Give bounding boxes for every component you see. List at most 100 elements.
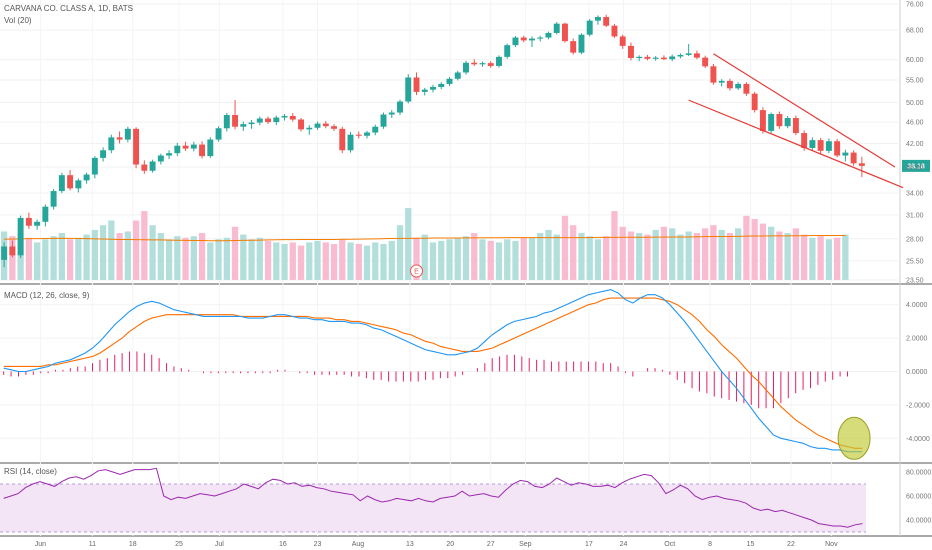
volume-bar — [413, 237, 420, 280]
price-annotations: E 38.18 — [410, 53, 930, 278]
x-tick-label: Nov — [825, 541, 838, 548]
volume-bar — [306, 242, 313, 280]
candle-body — [471, 62, 478, 65]
candle-body — [858, 163, 865, 166]
candle-body — [636, 56, 643, 59]
volume-bar — [726, 233, 734, 280]
macd-tick-label: -4.0000 — [906, 436, 930, 443]
volume-bar — [735, 228, 742, 280]
candle-body — [273, 117, 280, 123]
candle-body — [768, 114, 775, 131]
volume-bar — [330, 244, 338, 280]
candle-body — [430, 86, 436, 90]
volume-bar — [165, 239, 173, 280]
volume-bar — [669, 228, 676, 280]
candle-body — [388, 112, 395, 115]
volume-bar — [520, 237, 527, 280]
x-tick-label: 23 — [314, 541, 322, 548]
price-tick-label: 55.00 — [906, 78, 924, 85]
candle-body — [512, 37, 519, 46]
volume-bar — [363, 245, 371, 280]
candle-body — [586, 20, 593, 35]
macd-label[interactable]: MACD (12, 26, close, 9) — [4, 291, 90, 300]
candle-body — [397, 101, 403, 113]
candle-body — [842, 152, 849, 156]
volume-bar — [33, 242, 41, 280]
volume-bar — [207, 242, 214, 280]
candle-body — [207, 139, 214, 157]
candle-body — [166, 153, 173, 156]
volume-label[interactable]: Vol (20) — [4, 16, 32, 25]
volume-bar — [636, 233, 643, 280]
volume-bar — [141, 211, 148, 280]
candle-body — [685, 53, 692, 55]
candle-body — [850, 152, 857, 164]
volume-bar — [273, 242, 280, 280]
candle-body — [561, 23, 568, 42]
price-tick-label: 50.00 — [906, 100, 924, 107]
candle-body — [644, 56, 651, 59]
macd-line — [3, 289, 863, 453]
candle-body — [743, 83, 750, 94]
earnings-marker-label: E — [414, 269, 419, 276]
candle-body — [669, 56, 676, 60]
rsi-line — [3, 467, 863, 528]
volume-bar — [297, 245, 305, 280]
symbol-title[interactable]: CARVANA CO. CLASS A, 1D, BATS — [4, 4, 133, 13]
rsi-label[interactable]: RSI (14, close) — [4, 467, 57, 476]
price-tick-label: 34.00 — [906, 191, 924, 198]
candle-body — [759, 110, 766, 131]
volume-bar — [396, 225, 404, 280]
candle-body — [718, 80, 725, 83]
candle-body — [834, 141, 841, 156]
candle-body — [25, 217, 32, 226]
macd-pane — [3, 289, 871, 460]
macd-tick-label: 4.0000 — [906, 302, 928, 309]
volume-bar — [495, 242, 503, 280]
volume-bar — [355, 244, 362, 280]
candle-body — [372, 126, 379, 133]
rsi-band — [0, 484, 866, 532]
candle-body — [133, 128, 140, 165]
axes: 76.00 68.00 60.00 55.00 50.00 46.00 42.00 38.00… — [35, 2, 932, 549]
volume-bar — [801, 234, 808, 280]
volume-bar — [91, 229, 98, 280]
volume-bar — [677, 234, 684, 280]
candle-body — [487, 63, 494, 66]
rsi-tick-label: 60.0000 — [906, 494, 931, 501]
x-tick-label: 15 — [747, 541, 755, 548]
volume-bar — [578, 233, 585, 280]
volume-bar — [256, 237, 263, 280]
candle-body — [817, 140, 824, 151]
x-tick-label: 18 — [129, 541, 137, 548]
volume-bar — [380, 244, 387, 280]
volume-bar — [751, 218, 758, 280]
volume-bar — [743, 215, 750, 280]
price-tick-label: 28.00 — [906, 236, 924, 243]
candle-body — [364, 132, 370, 136]
macd-tick-label: 0.0000 — [906, 369, 928, 376]
candle-body — [215, 128, 222, 140]
volume-bar — [157, 233, 164, 280]
candle-body — [42, 206, 49, 222]
volume-bar — [446, 239, 453, 280]
volume-bar — [58, 233, 65, 280]
price-tick-label: 25.50 — [906, 258, 924, 265]
candle-body — [265, 118, 272, 123]
macd-signal-line — [3, 297, 863, 449]
volume-bar — [479, 239, 486, 280]
candle-body — [504, 45, 511, 57]
candle-body — [223, 115, 230, 129]
candle-body — [496, 56, 502, 66]
candle-body — [108, 137, 115, 151]
candle-body — [751, 93, 758, 111]
x-tick-label: Jun — [35, 541, 46, 548]
candle-body — [784, 118, 791, 127]
x-tick-label: Sep — [519, 541, 532, 548]
volume-bars — [0, 208, 849, 280]
volume-bar — [768, 226, 775, 280]
candle-body — [347, 134, 354, 151]
x-tick-label: 25 — [175, 541, 183, 548]
price-tick-label: 46.00 — [906, 120, 924, 127]
candle-body — [405, 77, 412, 102]
